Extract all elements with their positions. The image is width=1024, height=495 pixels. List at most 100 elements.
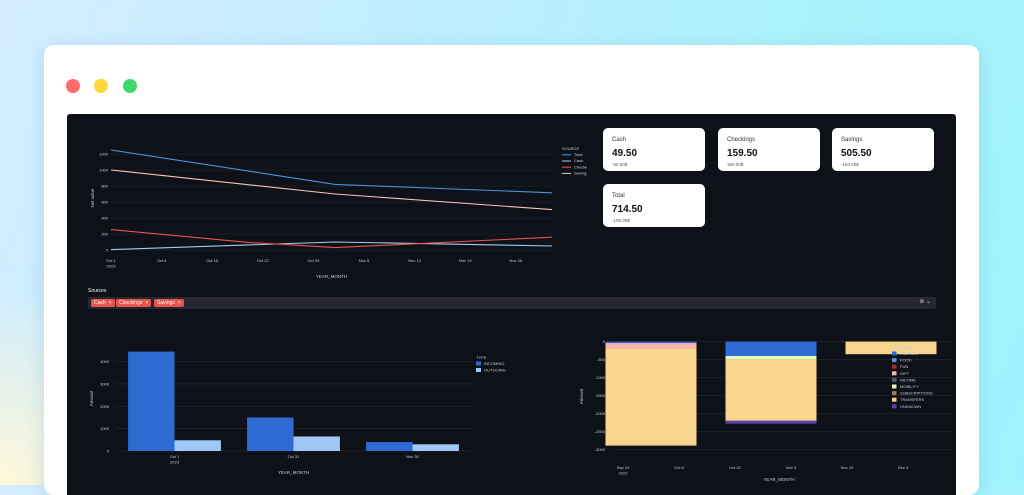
x-tick-label: Oct 22 <box>257 258 270 263</box>
bar-incoming <box>247 417 294 451</box>
minimize-window-button[interactable] <box>94 79 108 93</box>
legend-title: SOURCE <box>562 146 579 151</box>
y-axis-title: Amount <box>89 390 94 406</box>
y-tick-label: 0 <box>107 449 110 454</box>
close-window-button[interactable] <box>66 79 80 93</box>
y-tick-label: -3000 <box>595 447 606 452</box>
x-tick-label: 2023 <box>619 471 629 476</box>
category-stacked-bar-chart: 0 -500 -1000 -1500 -2000 -2500 -3000 Sep 242023… <box>579 339 951 482</box>
x-tick-label: 2023 <box>170 460 180 465</box>
x-tick-label: Nov 5 <box>786 465 797 470</box>
metric-value: 714.50 <box>612 204 643 215</box>
bar-outgoing <box>174 440 221 451</box>
x-tick-label: Oct 8 <box>674 465 684 470</box>
y-tick-label: 600 <box>101 200 108 205</box>
chip-checkings[interactable]: Checkings × <box>116 299 152 307</box>
legend-entry: Cash <box>574 158 583 163</box>
y-tick-label: -500 <box>597 357 606 362</box>
legend-swatch <box>892 358 897 363</box>
legend-swatch <box>892 351 897 356</box>
stack-segment-fashion <box>605 341 697 344</box>
metric-label: Checkings <box>727 137 756 143</box>
legend-entry: TRANSFERS <box>900 397 925 402</box>
stack-segment-transfers <box>725 359 817 421</box>
legend-title: TYPE <box>476 355 487 360</box>
y-tick-label: 1200 <box>99 152 109 157</box>
y-tick-label: -2000 <box>595 411 606 416</box>
chip-remove-icon[interactable]: × <box>108 300 112 306</box>
clear-and-dropdown-icon[interactable]: ⊗ ⌄ <box>919 299 931 305</box>
x-tick-label: Oct 15 <box>206 258 219 263</box>
legend-title: CATEGORY <box>892 345 914 350</box>
chip-remove-icon[interactable]: × <box>177 300 181 306</box>
maximize-window-button[interactable] <box>123 79 137 93</box>
x-tick-label: Sep 24 <box>617 465 630 470</box>
y-tick-label: -1500 <box>595 393 606 398</box>
x-tick-label: Dec 3 <box>898 465 909 470</box>
legend-swatch <box>892 371 897 376</box>
metric-card-total: Total 714.50 -105.00$ <box>603 184 705 227</box>
x-tick-label: Oct 29 <box>308 258 321 263</box>
legend-entry: SUBSCRIPTIONS <box>900 391 933 396</box>
x-tick-label: Nov 19 <box>459 258 472 263</box>
series-line-savings <box>110 169 553 211</box>
x-tick-label: Oct 22 <box>729 465 742 470</box>
stack-segment-transfers <box>845 341 937 355</box>
bar-outgoing <box>412 444 459 451</box>
x-tick-label: Nov 12 <box>408 258 421 263</box>
y-tick-label: -2500 <box>595 429 606 434</box>
legend-entry: FOOD <box>900 358 912 363</box>
legend-entry: Total <box>574 152 583 157</box>
legend-entry: FASHION <box>900 351 918 356</box>
y-tick-label: 1000 <box>100 426 110 431</box>
chip-label: Checkings <box>119 300 143 306</box>
stack-segment-mobility <box>725 356 817 360</box>
chip-label: Cash <box>94 300 106 306</box>
y-tick-label: 0 <box>603 339 606 344</box>
x-tick-label: Nov 30 <box>406 454 419 459</box>
legend-swatch <box>892 384 897 389</box>
legend-swatch <box>476 368 481 372</box>
metric-label: Cash <box>612 137 627 143</box>
legend-swatch <box>476 361 481 366</box>
metric-label: Savings <box>841 137 863 143</box>
metric-value: 505.50 <box>841 148 872 159</box>
series-line-total <box>110 149 553 194</box>
legend-entry: MOBILITY <box>900 384 919 389</box>
metric-card-checkings: Checkings 159.50 160.00$ <box>718 128 820 171</box>
series-line-cash <box>110 241 553 251</box>
y-axis-title: Amount <box>579 388 584 404</box>
y-tick-label: 2000 <box>100 404 110 409</box>
x-tick-label: Oct 31 <box>288 454 301 459</box>
x-tick-label: Oct 1 <box>106 258 116 263</box>
metric-delta: -50.50$ <box>612 162 628 167</box>
metric-delta: -194.50$ <box>841 162 859 167</box>
x-axis-title: YEAR_MONTH <box>316 274 347 279</box>
legend-swatch <box>892 391 897 396</box>
x-tick-label: Nov 5 <box>359 258 370 263</box>
sources-multiselect[interactable]: Cash × Checkings × Savings × ⊗ ⌄ <box>88 297 936 309</box>
chip-cash[interactable]: Cash × <box>91 299 115 307</box>
y-tick-label: 400 <box>101 216 108 221</box>
legend-entry: FUN <box>900 364 908 369</box>
y-tick-label: 0 <box>106 248 109 253</box>
stack-segment-fashion <box>725 341 817 356</box>
legend-entry: OUTGOING <box>484 368 506 373</box>
x-tick-label: Oct 8 <box>157 258 167 263</box>
chip-savings[interactable]: Savings × <box>154 299 184 307</box>
y-tick-label: -1000 <box>595 375 606 380</box>
browser-window: 0 200 400 600 800 1000 1200 Oct 1 2023 Oct 8 Oct 1… <box>44 45 979 495</box>
y-tick-label: 4000 <box>100 359 110 364</box>
chip-remove-icon[interactable]: × <box>145 300 149 306</box>
metric-delta: -105.00$ <box>612 218 630 223</box>
legend-entry: INCOMING <box>484 361 504 366</box>
metric-delta: 160.00$ <box>727 162 744 167</box>
legend-entry: INCOME <box>900 377 916 382</box>
legend-entry: GIFT <box>900 371 910 376</box>
x-tick-label: Nov 26 <box>510 258 523 263</box>
x-tick-label: 2023 <box>107 264 117 269</box>
bar-incoming <box>128 351 175 451</box>
stack-segment-unknown <box>725 420 817 424</box>
